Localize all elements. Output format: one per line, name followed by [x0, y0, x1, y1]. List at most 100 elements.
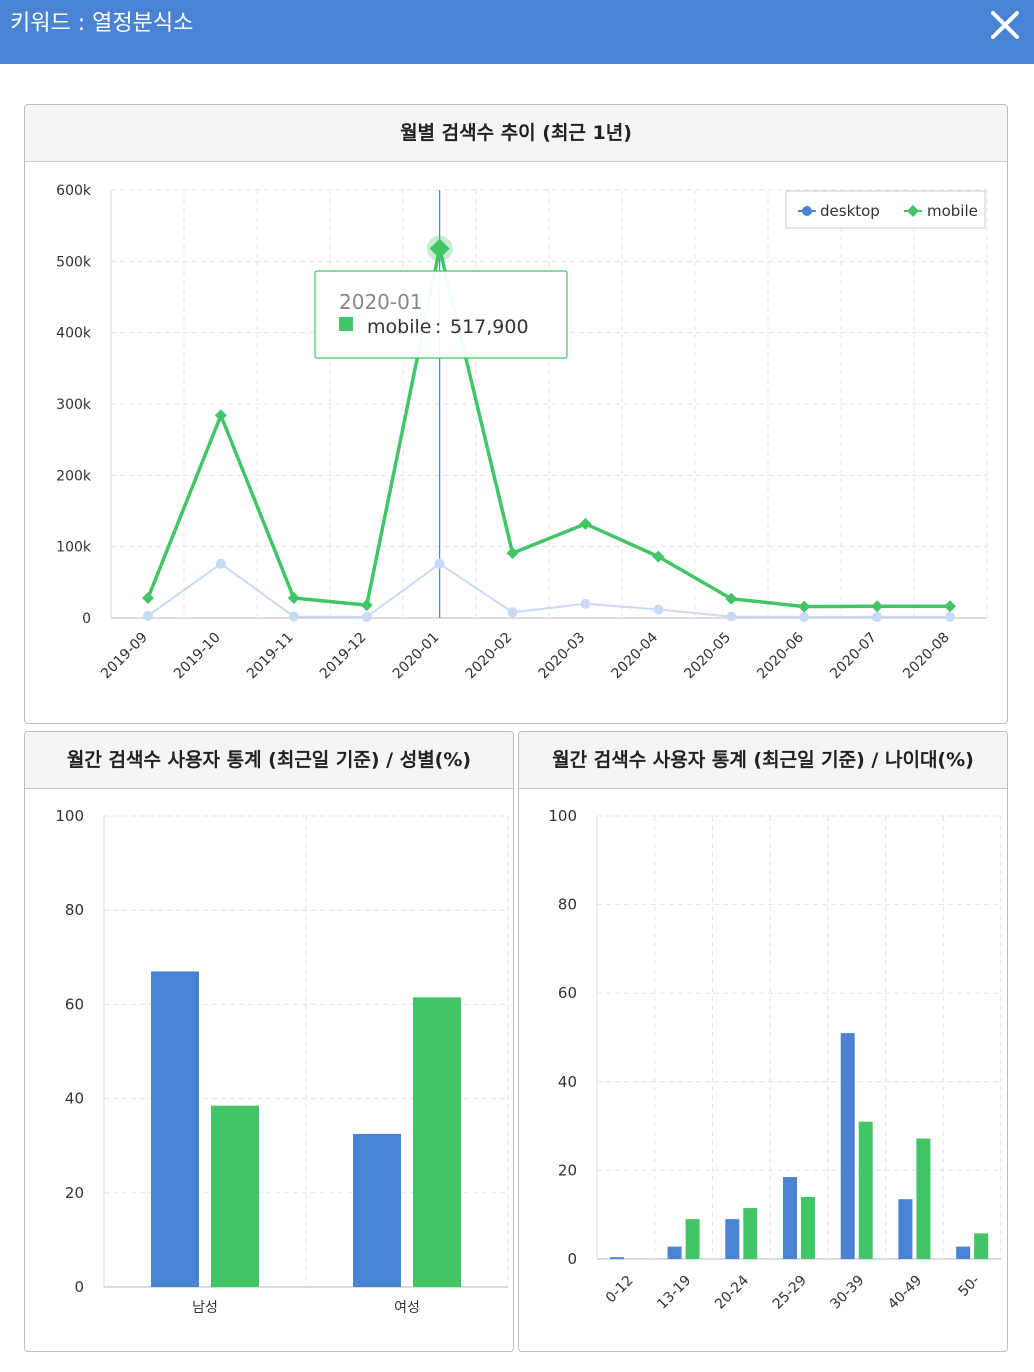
x-tick-label: 2020-08 [900, 630, 953, 683]
bar-series-2[interactable] [685, 1219, 700, 1259]
mobile-point-active[interactable] [429, 238, 450, 259]
x-tick-label: 2019-09 [98, 630, 151, 683]
age-panel: 월간 검색수 사용자 통계 (최근일 기준) / 나이대(%) 0 20 40 60 8… [518, 731, 1008, 1352]
mobile-point[interactable] [360, 599, 373, 612]
desktop-point[interactable] [799, 611, 810, 622]
mobile-point[interactable] [287, 592, 300, 605]
bar-series-2[interactable] [211, 1105, 259, 1287]
x-tick-label: 0-12 [603, 1273, 637, 1307]
mobile-point[interactable] [871, 600, 884, 613]
y-tick-label: 200k [56, 468, 92, 484]
bar-series-1[interactable] [783, 1177, 797, 1259]
bar-series-2[interactable] [916, 1138, 931, 1259]
monthly-trend-panel: 월별 검색수 추이 (최근 1년) 0 100k 200k 300k 400k 500k 6… [24, 104, 1008, 724]
y-tick-label: 100k [56, 540, 92, 556]
x-tick-label: 2020-06 [754, 629, 807, 682]
bar-series-1[interactable] [956, 1246, 971, 1259]
mobile-series-line [146, 246, 950, 609]
legend-mobile-label[interactable]: mobile [927, 202, 978, 220]
close-icon[interactable] [988, 8, 1022, 42]
legend-mobile-icon [907, 205, 919, 217]
desktop-point[interactable] [726, 611, 737, 622]
bar-series-2[interactable] [743, 1208, 758, 1259]
mobile-point[interactable] [798, 600, 811, 613]
bar-series-1[interactable] [609, 1257, 624, 1259]
chart-legend: desktop mobile [785, 190, 986, 229]
legend-desktop-icon [802, 206, 812, 216]
tooltip-separator: : [435, 316, 441, 338]
monthly-trend-chart: 0 100k 200k 300k 400k 500k 600k 2019-09 2019-10 2… [56, 183, 988, 683]
bar-series-2[interactable] [801, 1196, 815, 1259]
x-tick-label: 2019-10 [171, 630, 224, 683]
x-tick-label: 여성 [394, 1300, 420, 1316]
mobile-point[interactable] [579, 517, 592, 530]
y-tick-label: 80 [65, 901, 84, 919]
y-tick-label: 60 [65, 995, 84, 1013]
y-tick-label: 0 [567, 1250, 577, 1268]
mobile-point[interactable] [506, 547, 519, 560]
y-tick-label: 500k [56, 254, 92, 270]
age-chart-title: 월간 검색수 사용자 통계 (최근일 기준) / 나이대(%) [519, 732, 1007, 789]
page-title: 키워드 : 열정분식소 [10, 11, 194, 36]
y-tick-label: 300k [56, 397, 92, 413]
x-tick-label: 40-49 [885, 1273, 925, 1313]
mobile-point[interactable] [214, 409, 227, 422]
x-tick-label: 50- [955, 1273, 982, 1300]
desktop-point[interactable] [872, 611, 883, 622]
y-tick-label: 60 [558, 984, 577, 1002]
bar-series-1[interactable] [898, 1199, 913, 1259]
x-tick-label: 2020-03 [536, 630, 589, 683]
x-tick-label: 13-19 [654, 1273, 694, 1313]
bar-series-2[interactable] [858, 1121, 873, 1259]
bar-series-1[interactable] [353, 1133, 401, 1287]
desktop-point[interactable] [945, 611, 955, 622]
x-tick-label: 2020-04 [609, 629, 662, 682]
y-tick-label: 0 [82, 611, 91, 627]
bar-series-1[interactable] [151, 971, 199, 1287]
desktop-point[interactable] [653, 604, 664, 615]
desktop-point[interactable] [580, 598, 591, 609]
y-tick-label: 40 [65, 1090, 84, 1108]
desktop-point[interactable] [507, 607, 518, 618]
tooltip-value: 517,900 [450, 316, 529, 338]
gender-panel: 월간 검색수 사용자 통계 (최근일 기준) / 성별(%) 0 20 40 60 80… [24, 731, 514, 1352]
gender-chart: 0 20 40 60 80 100 남성 여성 [55, 807, 509, 1316]
bar-series-1[interactable] [840, 1033, 855, 1259]
desktop-point[interactable] [215, 558, 226, 569]
desktop-point[interactable] [361, 611, 372, 622]
desktop-point[interactable] [434, 558, 445, 569]
tooltip-series-name: mobile [367, 316, 431, 338]
mobile-point[interactable] [944, 600, 956, 613]
x-tick-label: 25-29 [770, 1273, 810, 1313]
header-bar: 키워드 : 열정분식소 [0, 0, 1034, 64]
desktop-point[interactable] [143, 610, 153, 621]
gender-chart-title: 월간 검색수 사용자 통계 (최근일 기준) / 성별(%) [25, 732, 513, 789]
monthly-trend-title: 월별 검색수 추이 (최근 1년) [25, 105, 1007, 162]
y-tick-label: 100 [55, 807, 84, 825]
bar-series-2[interactable] [974, 1233, 989, 1259]
x-tick-label: 20-24 [712, 1272, 752, 1312]
bar-series-1[interactable] [725, 1219, 740, 1259]
x-tick-label: 2019-12 [317, 630, 370, 683]
mobile-point[interactable] [142, 592, 154, 605]
tooltip-series-swatch [339, 317, 353, 331]
x-tick-label: 남성 [192, 1300, 218, 1316]
bar-series-2[interactable] [413, 997, 461, 1287]
age-chart: 0 20 40 60 80 100 0-12 13-19 20-24 25-29 30-39 40-4… [548, 807, 1002, 1313]
legend-desktop-label[interactable]: desktop [820, 202, 880, 220]
y-tick-label: 20 [65, 1184, 84, 1202]
desktop-point[interactable] [288, 611, 299, 622]
x-tick-label: 2020-07 [827, 630, 880, 683]
mobile-point[interactable] [652, 550, 665, 563]
x-tick-label: 2020-02 [463, 630, 516, 683]
y-tick-label: 20 [558, 1161, 577, 1179]
x-tick-label: 30-39 [827, 1273, 867, 1313]
mobile-point[interactable] [725, 592, 738, 605]
y-tick-label: 400k [56, 326, 92, 342]
bar-series-1[interactable] [667, 1246, 682, 1259]
x-tick-label: 2020-01 [390, 630, 443, 683]
tooltip-date: 2020-01 [339, 290, 423, 314]
y-tick-label: 40 [558, 1073, 577, 1091]
desktop-series-line [147, 562, 950, 618]
